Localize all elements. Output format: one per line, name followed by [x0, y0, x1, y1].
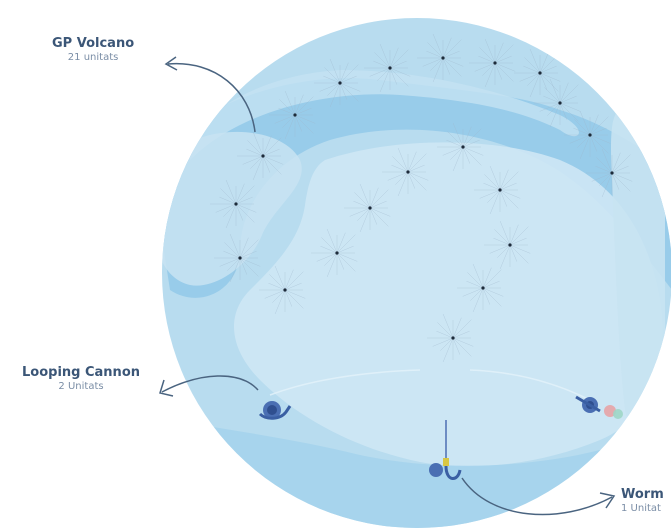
volcano-spray [237, 131, 284, 181]
volcano-nozzle-icon [335, 251, 339, 255]
volcano-nozzle-icon [610, 171, 614, 175]
looping-cannon-name: Looping Cannon [22, 365, 141, 380]
volcano-spray [484, 220, 531, 270]
volcano-spray [564, 110, 611, 160]
volcano-spray [344, 183, 391, 233]
volcano-spray [417, 33, 464, 83]
volcano-spray [457, 263, 504, 313]
volcano-nozzle-icon [338, 81, 342, 85]
callout-arrow-icon [161, 375, 259, 393]
looping-cannon-label: Looping Cannon 2 Unitats [22, 365, 140, 392]
callout-arrow-icon [167, 62, 256, 133]
volcano-spray [469, 38, 516, 88]
volcano-nozzle-icon [498, 188, 502, 192]
volcano-nozzle-icon [441, 56, 445, 60]
volcano-nozzle-icon [406, 170, 410, 174]
volcano-spray [214, 233, 261, 283]
callout-arrow-icon [599, 492, 616, 509]
volcano-spray [382, 147, 429, 197]
volcano-nozzle-icon [508, 243, 512, 247]
looping-cannon-icon [258, 401, 292, 420]
slide-line-left [269, 369, 421, 396]
volcano-nozzle-icon [538, 71, 542, 75]
gp-volcano-name: GP Volcano [52, 36, 135, 51]
volcano-spray [534, 78, 581, 128]
volcano-spray [314, 58, 361, 108]
looping-cannon-icon [575, 395, 623, 419]
callout-arrow-icon [159, 379, 174, 397]
slide-line-right [469, 369, 591, 401]
upper-terrace [185, 70, 579, 160]
volcano-nozzle-icon [481, 286, 485, 290]
volcano-spray [437, 122, 484, 172]
volcano-spray [474, 165, 521, 215]
volcano-spray [259, 265, 306, 315]
volcano-nozzle-icon [493, 61, 497, 65]
volcano-nozzle-icon [234, 202, 238, 206]
callout-arrow-icon [461, 477, 613, 516]
volcano-spray [586, 148, 633, 198]
volcano-spray [269, 90, 316, 140]
volcano-nozzles [210, 33, 633, 363]
callout-arrow-icon [164, 56, 178, 71]
volcano-nozzle-icon [558, 101, 562, 105]
deep-channel [162, 78, 671, 300]
right-terrace [611, 110, 665, 433]
volcano-nozzle-icon [588, 133, 592, 137]
volcano-nozzle-icon [283, 288, 287, 292]
left-terrace [162, 131, 302, 286]
worm-slide-icon [429, 420, 462, 480]
volcano-nozzle-icon [293, 113, 297, 117]
volcano-nozzle-icon [461, 145, 465, 149]
volcano-nozzle-icon [238, 256, 242, 260]
volcano-spray [311, 228, 358, 278]
volcano-nozzle-icon [451, 336, 455, 340]
volcano-spray [364, 43, 411, 93]
looping-cannon-count: 2 Unitats [58, 381, 104, 392]
volcano-nozzle-icon [368, 206, 372, 210]
worm-name: Worm [621, 487, 664, 502]
volcano-spray [427, 313, 474, 363]
volcano-spray [514, 48, 561, 98]
gp-volcano-count: 21 unitats [67, 52, 119, 63]
gp-volcano-label: GP Volcano 21 unitats [52, 36, 134, 63]
volcano-nozzle-icon [388, 66, 392, 70]
worm-count: 1 Unitat [621, 503, 661, 514]
worm-label: Worm 1 Unitat [621, 487, 664, 514]
volcano-spray [210, 179, 257, 229]
volcano-nozzle-icon [261, 154, 265, 158]
